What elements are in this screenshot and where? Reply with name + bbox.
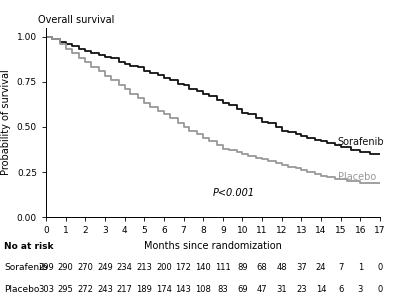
Text: No at risk: No at risk xyxy=(4,242,54,251)
Text: 6: 6 xyxy=(338,285,343,294)
Text: 243: 243 xyxy=(97,285,113,294)
Text: 140: 140 xyxy=(195,263,211,272)
X-axis label: Months since randomization: Months since randomization xyxy=(144,241,282,251)
Text: 89: 89 xyxy=(237,263,248,272)
Text: Placebo: Placebo xyxy=(338,172,376,182)
Text: 174: 174 xyxy=(156,285,172,294)
Text: 108: 108 xyxy=(195,285,211,294)
Text: 37: 37 xyxy=(296,263,307,272)
Text: 172: 172 xyxy=(176,263,192,272)
Text: 24: 24 xyxy=(316,263,326,272)
Text: Sorafenib: Sorafenib xyxy=(338,137,384,147)
Text: 7: 7 xyxy=(338,263,343,272)
Text: 213: 213 xyxy=(136,263,152,272)
Text: 290: 290 xyxy=(58,263,74,272)
Text: 111: 111 xyxy=(215,263,231,272)
Text: 299: 299 xyxy=(38,263,54,272)
Text: 270: 270 xyxy=(77,263,93,272)
Text: 0: 0 xyxy=(377,263,383,272)
Text: 69: 69 xyxy=(237,285,248,294)
Text: 1: 1 xyxy=(358,263,363,272)
Text: 68: 68 xyxy=(257,263,268,272)
Text: 48: 48 xyxy=(276,263,287,272)
Text: 47: 47 xyxy=(257,285,268,294)
Text: 143: 143 xyxy=(176,285,192,294)
Text: 23: 23 xyxy=(296,285,307,294)
Text: 217: 217 xyxy=(117,285,132,294)
Text: Sorafenib: Sorafenib xyxy=(4,263,48,272)
Text: P<0.001: P<0.001 xyxy=(213,188,255,197)
Text: 31: 31 xyxy=(276,285,287,294)
Text: 249: 249 xyxy=(97,263,113,272)
Text: 272: 272 xyxy=(77,285,93,294)
Text: 83: 83 xyxy=(218,285,228,294)
Text: 0: 0 xyxy=(377,285,383,294)
Text: 295: 295 xyxy=(58,285,74,294)
Text: 14: 14 xyxy=(316,285,326,294)
Y-axis label: Probability of survival: Probability of survival xyxy=(1,70,11,175)
Text: Overall survival: Overall survival xyxy=(38,15,114,25)
Text: 189: 189 xyxy=(136,285,152,294)
Text: 234: 234 xyxy=(117,263,132,272)
Text: Placebo: Placebo xyxy=(4,285,39,294)
Text: 200: 200 xyxy=(156,263,172,272)
Text: 3: 3 xyxy=(358,285,363,294)
Text: 303: 303 xyxy=(38,285,54,294)
